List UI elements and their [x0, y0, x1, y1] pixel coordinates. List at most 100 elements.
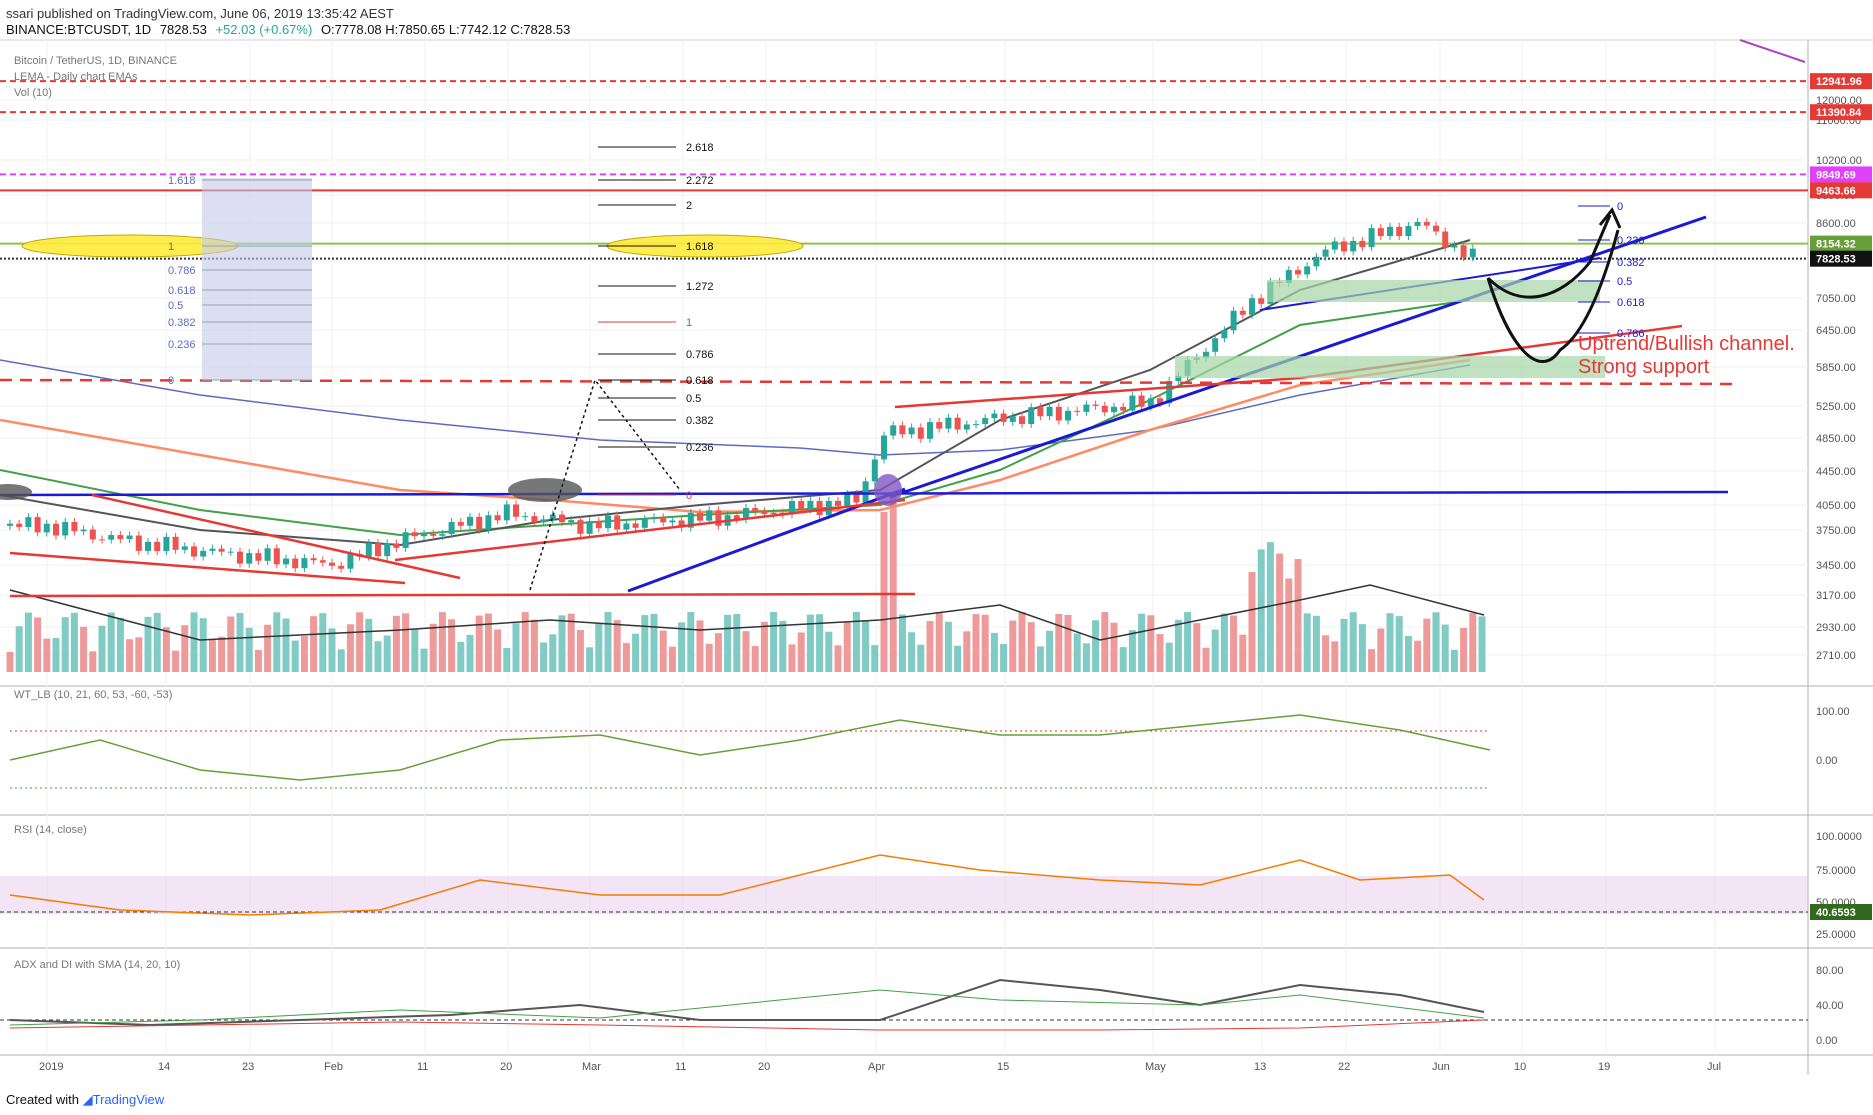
date-tick-label: Jul — [1707, 1061, 1721, 1073]
fib-dotted-path — [529, 378, 681, 591]
volume-bar — [1138, 613, 1146, 672]
candle-body — [117, 535, 124, 540]
candle-body — [338, 565, 345, 569]
volume-bar — [227, 616, 235, 672]
volume-bar — [705, 643, 713, 672]
volume-bar — [678, 622, 686, 672]
date-tick-label: Apr — [868, 1061, 885, 1073]
volume-bar — [466, 634, 474, 672]
date-tick-label: 20 — [758, 1061, 770, 1073]
candle-body — [411, 532, 418, 537]
volume-bar — [834, 645, 842, 672]
price-label-text: 7828.53 — [1816, 254, 1856, 266]
volume-bar — [1165, 642, 1173, 672]
volume-bar — [98, 625, 106, 672]
volume-bar — [659, 630, 667, 672]
candle-body — [1469, 248, 1476, 258]
date-tick-label: May — [1145, 1061, 1166, 1073]
volume-bar — [1423, 618, 1431, 672]
volume-bar — [34, 617, 42, 672]
marker-ellipse-jan — [0, 484, 32, 500]
candle-body — [503, 504, 510, 521]
candle-body — [733, 515, 740, 520]
candle-body — [752, 507, 759, 512]
candle-body — [1175, 375, 1182, 382]
candle-body — [246, 553, 253, 564]
projection-arrowhead — [1598, 207, 1622, 229]
candle-body — [945, 417, 952, 429]
price-tick-label: 3750.00 — [1816, 525, 1856, 537]
volume-bar — [1395, 616, 1403, 672]
fib-right-label: 0.382 — [1617, 257, 1645, 269]
tradingview-brand[interactable]: TradingView — [92, 1092, 165, 1107]
volume-bar — [264, 624, 272, 672]
adx-tick-label: 80.00 — [1816, 965, 1844, 977]
date-tick-label: 15 — [997, 1061, 1009, 1073]
volume-bar — [549, 634, 557, 672]
volume-bar — [917, 644, 925, 672]
volume-bar — [972, 614, 980, 672]
volume-bar — [650, 613, 658, 672]
volume-bar — [1450, 649, 1458, 672]
candle-body — [513, 504, 519, 517]
candle-body — [595, 521, 602, 529]
date-tick-label: 13 — [1254, 1061, 1266, 1073]
volume-bar — [6, 652, 14, 672]
price-tick-label: 3450.00 — [1816, 560, 1856, 572]
price-tick-label: 10200.00 — [1816, 155, 1862, 167]
publish-line: ssari published on TradingView.com, June… — [6, 6, 394, 21]
volume-bar — [162, 627, 170, 672]
candle-body — [1313, 256, 1320, 267]
candle-body — [1414, 221, 1421, 227]
di-plus-line — [9, 989, 1485, 1026]
volume-bar — [981, 614, 989, 672]
fib-box-left — [202, 178, 312, 380]
candle-body — [1451, 245, 1458, 248]
candle-body — [255, 553, 262, 561]
volume-bar — [954, 645, 962, 672]
candle-body — [963, 424, 970, 430]
candle-body — [641, 519, 648, 528]
candle-body — [1157, 398, 1163, 404]
candle-body — [770, 512, 777, 515]
candle-body — [467, 516, 473, 526]
volume-bar — [1285, 578, 1293, 672]
candle-body — [1387, 226, 1393, 237]
volume-bar — [319, 613, 327, 672]
volume-bar — [172, 650, 180, 672]
ema-200-line — [0, 359, 1471, 456]
volume-bar — [1460, 627, 1468, 672]
volume-bar — [1469, 613, 1477, 672]
volume-bar — [300, 636, 308, 672]
candle-body — [1092, 404, 1099, 406]
candle-body — [218, 548, 225, 552]
candle-body — [126, 535, 133, 540]
volume-bar — [126, 639, 134, 672]
candle-body — [678, 520, 685, 528]
projection-curve-down — [1486, 229, 1620, 363]
volume-bar — [1128, 630, 1136, 672]
candle-body — [384, 543, 391, 557]
candle-body — [71, 521, 78, 532]
volume-bar — [1064, 614, 1072, 672]
volume-bar — [392, 615, 400, 672]
candle-body — [365, 543, 372, 557]
volume-bar — [1358, 624, 1366, 672]
annotation-line-1: Uptrend/Bullish channel. — [1578, 333, 1795, 355]
marker-ellipse-feb — [508, 478, 582, 502]
candle-body — [1111, 406, 1117, 413]
volume-bar — [1248, 572, 1256, 672]
date-tick-label: 10 — [1514, 1061, 1526, 1073]
volume-bar — [742, 631, 750, 672]
red-dashed-support — [0, 378, 1741, 386]
candle-body — [660, 517, 667, 523]
volume-bar — [80, 626, 88, 672]
price-label-box — [1810, 166, 1872, 183]
adx-study-title: ADX and DI with SMA (14, 20, 10) — [14, 959, 180, 971]
rsi-study-title: RSI (14, close) — [14, 824, 87, 836]
volume-bars — [6, 494, 1486, 672]
volume-bar — [1156, 634, 1164, 672]
price-tick-label: 5250.00 — [1816, 401, 1856, 413]
candle-body — [697, 512, 703, 521]
